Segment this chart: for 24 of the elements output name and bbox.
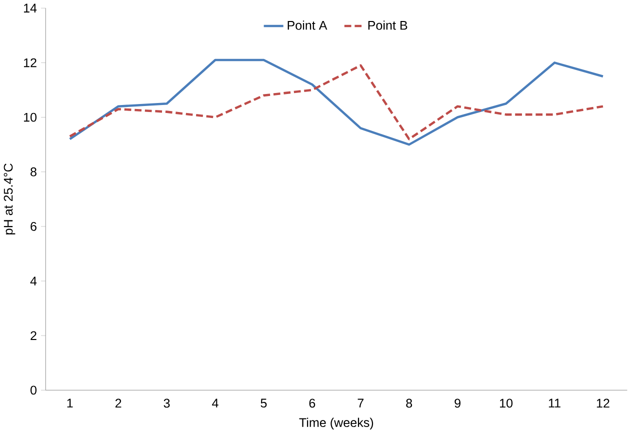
y-tick-label: 0 — [30, 386, 37, 394]
x-tick-label: 11 — [548, 398, 560, 408]
x-tick-label: 12 — [596, 398, 610, 408]
y-tick-label: 4 — [30, 276, 37, 286]
y-tick-label: 6 — [30, 222, 36, 231]
y-tick-label: 12 — [24, 58, 36, 67]
x-tick-label: 6 — [309, 398, 316, 408]
legend-label: Point B — [368, 20, 408, 30]
y-tick-label: 8 — [30, 167, 36, 176]
y-tick-label: 10 — [24, 112, 37, 122]
y-tick-label: 2 — [30, 331, 36, 340]
legend-label: Point A — [288, 20, 328, 30]
x-tick-label: 8 — [406, 398, 412, 408]
x-tick-label: 5 — [260, 398, 267, 408]
x-tick-label: 7 — [358, 398, 364, 408]
y-axis-title: pH at 25.4°C — [4, 163, 16, 234]
x-tick-label: 1 — [67, 398, 73, 408]
x-tick-label: 4 — [212, 398, 218, 408]
x-axis-title: Time (weeks) — [299, 418, 374, 430]
x-tick-label: 3 — [164, 398, 170, 408]
x-tick-label: 2 — [115, 398, 122, 408]
y-tick-label: 14 — [24, 4, 37, 12]
x-tick-label: 9 — [454, 398, 460, 408]
x-tick-label: 10 — [500, 398, 513, 408]
